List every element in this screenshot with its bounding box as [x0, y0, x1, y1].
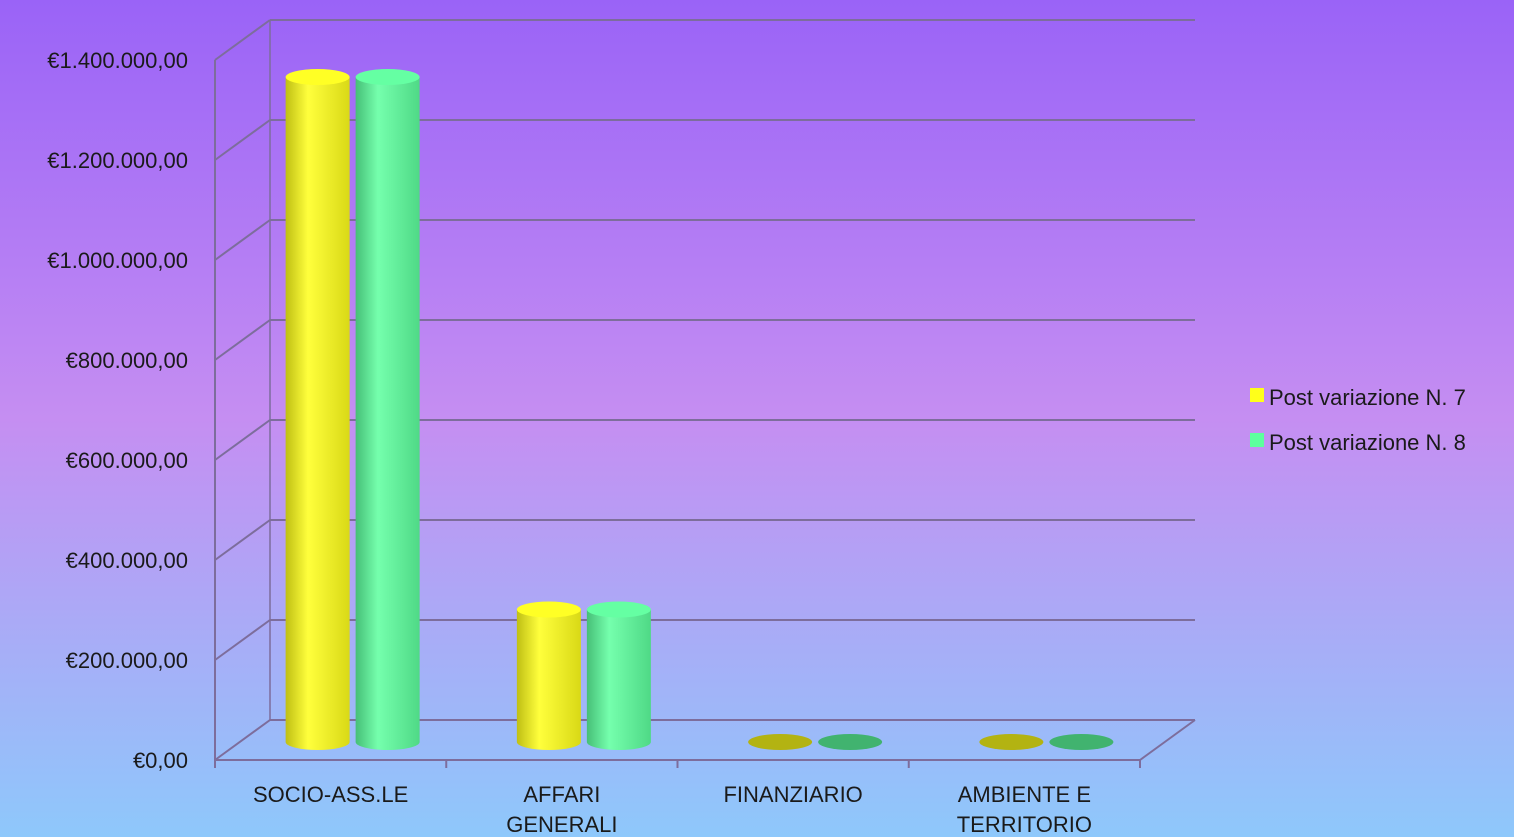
gridline-side: [214, 19, 271, 61]
bars: [285, 69, 1114, 750]
gridline-side: [214, 119, 271, 161]
bar-top: [586, 601, 651, 618]
x-category-label: AMBIENTE E: [958, 782, 1091, 807]
legend: Post variazione N. 7 Post variazione N. 8: [1250, 385, 1466, 455]
legend-swatch: [1250, 433, 1264, 447]
bar-top: [355, 69, 420, 85]
floor-edge: [1139, 719, 1196, 761]
gridline-side: [214, 619, 271, 661]
x-category-label: FINANZIARIO: [723, 782, 862, 807]
gridlines: [214, 19, 1196, 768]
bar: [355, 77, 420, 750]
bar: [586, 609, 651, 750]
y-tick-label: €600.000,00: [66, 448, 188, 473]
y-tick-label: €0,00: [133, 748, 188, 773]
y-tick-label: €1.400.000,00: [47, 48, 188, 73]
legend-swatch: [1250, 388, 1264, 402]
y-tick-label: €1.200.000,00: [47, 148, 188, 173]
y-tick-label: €1.000.000,00: [47, 248, 188, 273]
bar: [979, 734, 1044, 750]
bar: [818, 734, 883, 750]
x-category-label: GENERALI: [506, 812, 617, 837]
x-category-label: SOCIO-ASS.LE: [253, 782, 408, 807]
x-axis-category-labels: SOCIO-ASS.LE AFFARI GENERALI FINANZIARIO AMB…: [253, 782, 1092, 837]
bar-top: [516, 601, 581, 618]
gridline-side: [214, 519, 271, 561]
y-tick-label: €400.000,00: [66, 548, 188, 573]
bar: [1049, 734, 1114, 750]
gridline-side: [214, 419, 271, 461]
bar: [285, 77, 350, 750]
bar: [748, 734, 813, 750]
y-tick-label: €200.000,00: [66, 648, 188, 673]
gridline-side: [214, 719, 271, 761]
bar-top: [285, 69, 350, 85]
y-axis-tick-labels: €0,00 €200.000,00 €400.000,00 €600.000,00 €8…: [47, 48, 188, 773]
y-tick-label: €800.000,00: [66, 348, 188, 373]
x-category-label: AFFARI: [523, 782, 600, 807]
legend-label: Post variazione N. 8: [1269, 430, 1466, 455]
x-category-label: TERRITORIO: [957, 812, 1092, 837]
gridline-side: [214, 319, 271, 361]
bar: [516, 609, 581, 750]
gridline-side: [214, 219, 271, 261]
legend-label: Post variazione N. 7: [1269, 385, 1466, 410]
